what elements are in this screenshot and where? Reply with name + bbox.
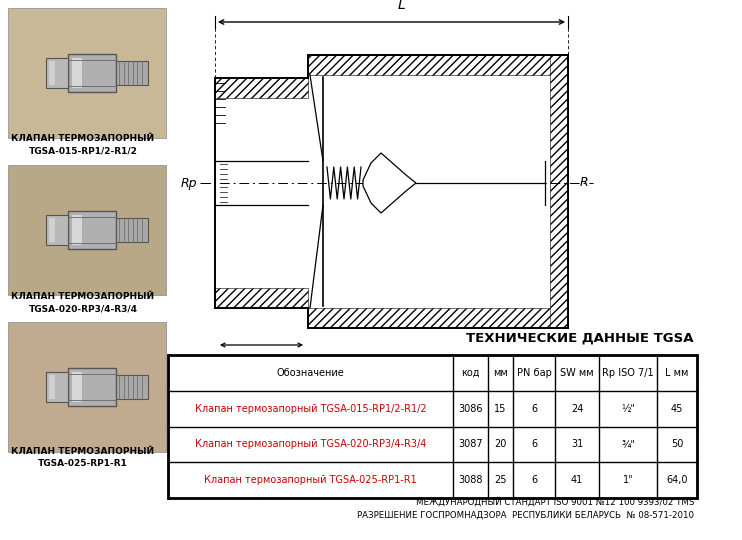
Text: Клапан термозапорный TGSA-020-RP3/4-R3/4: Клапан термозапорный TGSA-020-RP3/4-R3/4 [195, 440, 426, 449]
Bar [215, 78, 308, 98]
Text: L мм: L мм [666, 368, 689, 378]
Text: 64,0: 64,0 [666, 475, 688, 485]
Text: КЛАПАН ТЕРМОЗАПОРНЫЙ: КЛАПАН ТЕРМОЗАПОРНЫЙ [11, 447, 154, 456]
Text: TGSA-025-RP1-R1: TGSA-025-RP1-R1 [38, 459, 128, 468]
Text: 45: 45 [671, 403, 683, 414]
Bar [116, 61, 148, 85]
Text: КЛАПАН ТЕРМОЗАПОРНЫЙ: КЛАПАН ТЕРМОЗАПОРНЫЙ [11, 134, 154, 143]
Text: L: L [398, 0, 405, 12]
Text: мм: мм [493, 368, 508, 378]
Text: 3087: 3087 [459, 440, 483, 449]
Text: TGSA-015-RP1/2-R1/2: TGSA-015-RP1/2-R1/2 [28, 146, 137, 155]
Text: ТЕХНИЧЕСКИЕ ДАННЫЕ TGSA: ТЕХНИЧЕСКИЕ ДАННЫЕ TGSA [467, 332, 694, 345]
Text: ¾": ¾" [621, 440, 635, 449]
Bar [116, 218, 148, 242]
Bar [72, 215, 82, 245]
Text: Обозначение: Обозначение [277, 368, 344, 378]
Bar [308, 55, 568, 75]
Text: РАЗРЕШЕНИЕ ГОСПРОМНАДЗОРА  РЕСПУБЛИКИ БЕЛАРУСЬ  № 08-571-2010: РАЗРЕШЕНИЕ ГОСПРОМНАДЗОРА РЕСПУБЛИКИ БЕЛ… [357, 511, 694, 520]
Text: SW: SW [252, 357, 272, 370]
Bar [68, 368, 116, 406]
Bar [308, 75, 550, 308]
Text: 25: 25 [494, 475, 507, 485]
Text: 3086: 3086 [459, 403, 483, 414]
Bar [49, 218, 55, 242]
Bar [46, 58, 68, 88]
Bar [8, 8, 166, 138]
Bar [72, 372, 82, 402]
Bar [49, 61, 55, 85]
Text: 20: 20 [494, 440, 507, 449]
Bar [72, 58, 82, 88]
Bar [215, 98, 308, 288]
Text: КЛАПАН ТЕРМОЗАПОРНЫЙ: КЛАПАН ТЕРМОЗАПОРНЫЙ [11, 292, 154, 301]
Bar [168, 355, 697, 498]
Text: 3088: 3088 [459, 475, 483, 485]
Text: PN бар: PN бар [516, 368, 551, 378]
Text: 41: 41 [571, 475, 583, 485]
Text: 31: 31 [571, 440, 583, 449]
Text: Rp: Rp [180, 177, 197, 190]
Text: SW мм: SW мм [560, 368, 594, 378]
Text: Rp ISO 7/1: Rp ISO 7/1 [603, 368, 654, 378]
Text: Клапан термозапорный TGSA-025-RP1-R1: Клапан термозапорный TGSA-025-RP1-R1 [204, 475, 417, 485]
Text: TGSA-020-RP3/4-R3/4: TGSA-020-RP3/4-R3/4 [28, 304, 137, 313]
Bar [550, 55, 568, 328]
Text: 50: 50 [671, 440, 683, 449]
Bar [308, 308, 568, 328]
Bar [168, 355, 697, 498]
Text: 6: 6 [531, 475, 537, 485]
Bar [49, 375, 55, 399]
Bar [46, 372, 68, 402]
Text: 15: 15 [494, 403, 507, 414]
Text: R: R [580, 177, 588, 190]
Text: 6: 6 [531, 440, 537, 449]
Text: Клапан термозапорный TGSA-015-RP1/2-R1/2: Клапан термозапорный TGSA-015-RP1/2-R1/2 [194, 403, 427, 414]
Text: МЕЖДУНАРОДНЫЙ СТАНДАРТ ISO 9001 №12 100 9393/02 TMS: МЕЖДУНАРОДНЫЙ СТАНДАРТ ISO 9001 №12 100 … [416, 497, 694, 507]
Text: 24: 24 [571, 403, 583, 414]
Text: код: код [462, 368, 480, 378]
Bar [68, 211, 116, 249]
Text: ½": ½" [621, 403, 635, 414]
Bar [8, 165, 166, 295]
Bar [215, 288, 308, 308]
Bar [68, 54, 116, 92]
Bar [8, 322, 166, 452]
Polygon shape [363, 153, 416, 213]
Bar [116, 375, 148, 399]
Text: 6: 6 [531, 403, 537, 414]
Bar [46, 215, 68, 245]
Text: 1": 1" [623, 475, 634, 485]
